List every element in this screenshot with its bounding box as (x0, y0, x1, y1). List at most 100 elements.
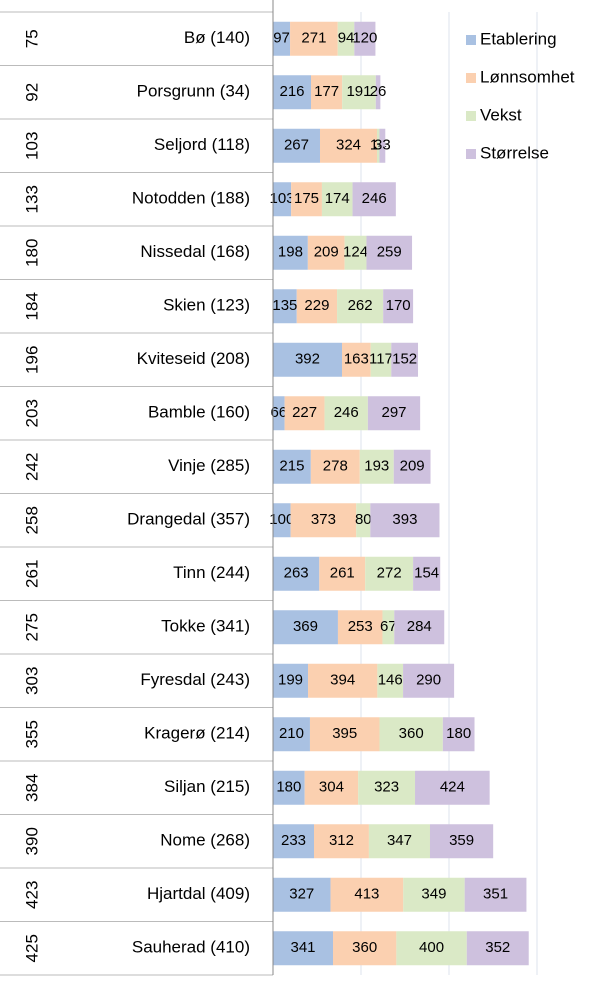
bar-segment (273, 342, 342, 377)
category-label: Nissedal (168) (140, 242, 250, 261)
data-label: 216 (279, 83, 304, 100)
data-label: 135 (272, 297, 297, 314)
bar-segment (358, 770, 416, 805)
data-label: 393 (392, 511, 417, 528)
bar-segment (394, 610, 445, 645)
category-label: Nome (268) (160, 831, 250, 850)
data-label: 246 (362, 190, 387, 207)
bar-segment (466, 931, 529, 966)
bar-segment (379, 717, 443, 752)
data-label: 349 (421, 886, 446, 903)
bar-segment (356, 503, 371, 538)
row-number: 196 (22, 346, 41, 374)
bar-segment (396, 931, 467, 966)
bar-segment (273, 877, 331, 912)
data-label: 120 (352, 30, 377, 47)
bar-segment (321, 182, 353, 217)
category-label: Porsgrunn (34) (137, 82, 250, 101)
category-label: Sauherad (410) (132, 938, 250, 957)
data-label: 163 (344, 351, 369, 368)
bar-segment (377, 128, 380, 163)
bar-segment (344, 235, 367, 270)
data-label: 261 (330, 565, 355, 582)
data-label: 400 (419, 939, 444, 956)
bar-segment (330, 877, 404, 912)
data-label: 347 (387, 832, 412, 849)
data-label: 369 (293, 618, 318, 635)
legend-swatch (466, 111, 476, 121)
row-number: 390 (22, 827, 41, 855)
bar-segment (273, 610, 338, 645)
data-label: 413 (354, 886, 379, 903)
data-label: 170 (386, 297, 411, 314)
legend-label: Vekst (480, 105, 522, 124)
bar-segment (442, 717, 475, 752)
bar-segment (273, 449, 311, 484)
data-label: 174 (325, 190, 350, 207)
category-label: Kragerø (214) (144, 724, 250, 743)
data-label: 191 (346, 83, 371, 100)
bar-segment (365, 556, 414, 591)
data-label: 94 (338, 30, 355, 47)
row-number: 355 (22, 720, 41, 748)
row-number: 92 (22, 83, 41, 102)
bar-segment (337, 610, 383, 645)
data-label: 209 (314, 244, 339, 261)
bar-segment (366, 235, 413, 270)
row-number: 242 (22, 453, 41, 481)
row-number: 184 (22, 292, 41, 320)
bar-segment (273, 503, 291, 538)
data-label: 175 (294, 190, 319, 207)
bar-segment (333, 931, 397, 966)
data-label: 66 (270, 404, 287, 421)
data-label: 395 (332, 725, 357, 742)
bar-segment (273, 21, 291, 56)
bar-segment (273, 824, 315, 859)
data-label: 304 (319, 779, 344, 796)
category-label: Bamble (160) (148, 403, 250, 422)
bar-segment (324, 396, 368, 431)
category-label: Tokke (341) (161, 617, 250, 636)
data-label: 180 (276, 779, 301, 796)
data-label: 327 (289, 886, 314, 903)
bar-segment (337, 21, 355, 56)
data-label: 152 (392, 351, 417, 368)
data-label: 209 (400, 458, 425, 475)
data-label: 67 (380, 618, 397, 635)
data-label: 33 (374, 137, 391, 154)
row-number: 425 (22, 934, 41, 962)
bar-segment (304, 770, 359, 805)
category-label: Hjartdal (409) (147, 884, 250, 903)
bar-segment (391, 342, 419, 377)
bar-segment (341, 342, 371, 377)
bar-segment (354, 21, 376, 56)
data-label: 253 (348, 618, 373, 635)
bar-segment (368, 824, 430, 859)
row-number: 423 (22, 881, 41, 909)
row-number: 133 (22, 185, 41, 213)
bar-segment (273, 182, 292, 217)
bar-segment (319, 128, 378, 163)
legend-swatch (466, 149, 476, 159)
row-number: 203 (22, 399, 41, 427)
bar-segment (375, 75, 381, 110)
data-label: 154 (414, 565, 439, 582)
bar-segment (309, 717, 380, 752)
bar-segment (311, 75, 343, 110)
bar-segment (284, 396, 325, 431)
bar-segment (319, 556, 366, 591)
bar-segment (429, 824, 494, 859)
row-number: 275 (22, 613, 41, 641)
bar-segment (383, 289, 414, 324)
data-label: 272 (377, 565, 402, 582)
bar-segment (310, 449, 360, 484)
bar-segment (370, 342, 392, 377)
data-label: 97 (273, 30, 290, 47)
bar-segment (359, 449, 394, 484)
bar-segment (403, 663, 455, 698)
data-label: 360 (352, 939, 377, 956)
data-label: 392 (295, 351, 320, 368)
bar-segment (273, 75, 312, 110)
bar-segment (308, 663, 378, 698)
